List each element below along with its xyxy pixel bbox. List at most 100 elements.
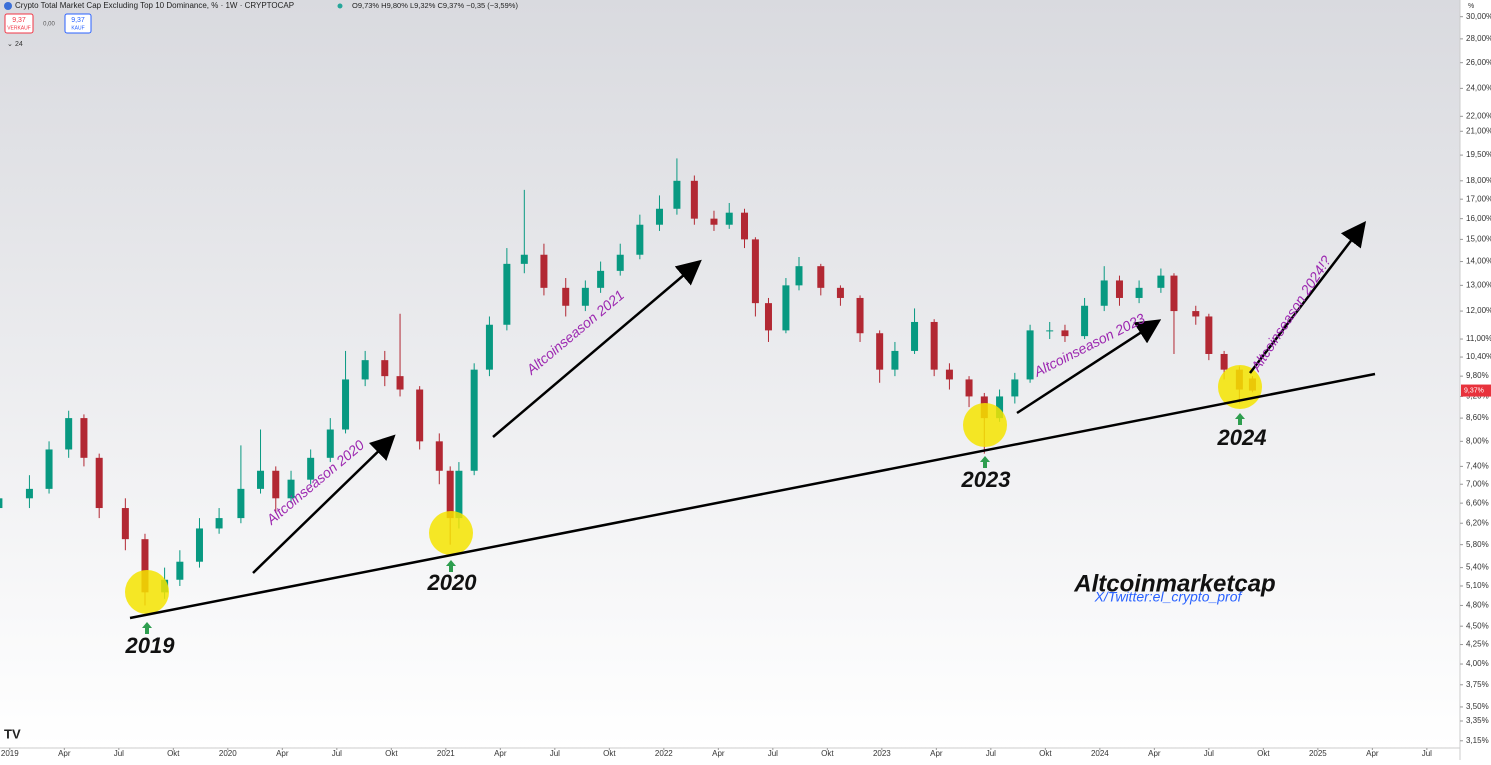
buy-price: 9,37 bbox=[71, 17, 85, 24]
y-tick-label: 5,10% bbox=[1466, 581, 1489, 590]
candle-body bbox=[856, 297, 864, 334]
up-arrow bbox=[446, 560, 456, 572]
candle-body bbox=[740, 212, 748, 240]
candle-body bbox=[690, 180, 698, 219]
x-tick-label: 2025 bbox=[1309, 749, 1327, 758]
candle-body bbox=[416, 389, 424, 442]
x-tick-label: Apr bbox=[58, 749, 71, 758]
candle-body bbox=[1115, 280, 1123, 298]
trend-line bbox=[129, 372, 1376, 620]
x-tick-label: Apr bbox=[712, 749, 725, 758]
candle-body bbox=[751, 239, 759, 304]
x-tick-label: Jul bbox=[1422, 749, 1432, 758]
y-tick-label: 9,80% bbox=[1466, 371, 1489, 380]
highlight bbox=[429, 511, 473, 555]
spread: 0,00 bbox=[43, 22, 55, 28]
y-tick-label: 3,35% bbox=[1466, 716, 1489, 725]
y-tick-label: 18,00% bbox=[1466, 176, 1491, 185]
x-tick-label: 2024 bbox=[1091, 749, 1109, 758]
candle-body bbox=[945, 369, 953, 380]
candle-body bbox=[25, 488, 33, 499]
candle-body bbox=[1061, 330, 1069, 337]
x-tick-label: Okt bbox=[821, 749, 834, 758]
x-tick-label: Jul bbox=[1204, 749, 1214, 758]
candle-body bbox=[764, 303, 772, 331]
y-axis-background bbox=[1460, 0, 1491, 760]
candle-body bbox=[215, 518, 223, 529]
candle-body bbox=[287, 479, 295, 499]
axis-unit: % bbox=[1468, 3, 1474, 10]
year-label: 2020 bbox=[427, 570, 478, 595]
candle-body bbox=[673, 180, 681, 209]
candle-body bbox=[195, 528, 203, 562]
y-tick-label: 7,00% bbox=[1466, 479, 1489, 488]
sell-button[interactable] bbox=[4, 13, 34, 34]
x-tick-label: Jul bbox=[332, 749, 342, 758]
plot-background bbox=[0, 0, 1460, 748]
y-tick-label: 3,50% bbox=[1466, 702, 1489, 711]
candle-body bbox=[1135, 287, 1143, 298]
candle-body bbox=[1026, 330, 1034, 380]
candle-body bbox=[80, 418, 88, 458]
candle-body bbox=[1011, 379, 1019, 397]
y-tick-label: 11,00% bbox=[1466, 334, 1491, 343]
candle-body bbox=[470, 369, 478, 471]
x-tick-label: Okt bbox=[1039, 749, 1052, 758]
candle-body bbox=[65, 418, 73, 450]
candle-body bbox=[1192, 311, 1200, 317]
credit: X/Twitter:el_crypto_prof bbox=[1094, 589, 1244, 605]
candle-body bbox=[435, 441, 443, 471]
y-tick-label: 13,00% bbox=[1466, 280, 1491, 289]
x-tick-label: Okt bbox=[167, 749, 180, 758]
candle-body bbox=[257, 470, 265, 489]
candle-body bbox=[636, 224, 644, 255]
sell-label: VERKAUF bbox=[7, 25, 31, 31]
year-label: 2019 bbox=[125, 633, 176, 658]
candle-body bbox=[655, 208, 663, 225]
candle-body bbox=[562, 287, 570, 306]
y-tick-label: 17,00% bbox=[1466, 194, 1491, 203]
x-tick-label: 2019 bbox=[1, 749, 19, 758]
candle-body bbox=[795, 266, 803, 286]
candle-body bbox=[891, 350, 899, 370]
y-tick-label: 3,75% bbox=[1466, 680, 1489, 689]
candle-body bbox=[725, 212, 733, 225]
candle-body bbox=[1170, 275, 1178, 312]
y-tick-label: 7,40% bbox=[1466, 461, 1489, 470]
candle-body bbox=[836, 287, 844, 298]
y-tick-label: 8,00% bbox=[1466, 436, 1489, 445]
arrow bbox=[1016, 319, 1162, 415]
candle-body bbox=[710, 218, 718, 225]
last-price-box bbox=[1461, 384, 1491, 397]
y-tick-label: 3,15% bbox=[1466, 736, 1489, 745]
x-tick-label: Apr bbox=[930, 749, 943, 758]
candle-body bbox=[396, 376, 404, 390]
x-tick-label: Okt bbox=[603, 749, 616, 758]
candle-body bbox=[121, 508, 129, 540]
candle-body bbox=[446, 470, 454, 519]
candle-body bbox=[455, 470, 463, 519]
candle-body bbox=[782, 285, 790, 331]
y-tick-label: 16,00% bbox=[1466, 214, 1491, 223]
x-tick-label: Okt bbox=[1257, 749, 1270, 758]
symbol-title: Crypto Total Market Cap Excluding Top 10… bbox=[15, 1, 294, 10]
candle-body bbox=[817, 266, 825, 288]
candle-body bbox=[540, 254, 548, 288]
candle-body bbox=[95, 457, 103, 509]
y-tick-label: 4,80% bbox=[1466, 601, 1489, 610]
candle-body bbox=[876, 333, 884, 370]
candle-body bbox=[176, 561, 184, 580]
y-tick-label: 19,50% bbox=[1466, 150, 1491, 159]
header: Crypto Total Market Cap Excluding Top 10… bbox=[4, 1, 1474, 741]
candle-body bbox=[965, 379, 973, 397]
indicator-toggle[interactable]: ⌄ bbox=[7, 41, 13, 48]
last-price-label: 9,37% bbox=[1464, 387, 1484, 394]
candle-body bbox=[1157, 275, 1165, 288]
y-tick-label: 6,60% bbox=[1466, 498, 1489, 507]
x-tick-label: Jul bbox=[986, 749, 996, 758]
x-tick-label: Okt bbox=[385, 749, 398, 758]
candle-body bbox=[1081, 305, 1089, 337]
candle-body bbox=[272, 470, 280, 499]
y-tick-label: 12,00% bbox=[1466, 306, 1491, 315]
buy-button[interactable] bbox=[64, 13, 92, 34]
